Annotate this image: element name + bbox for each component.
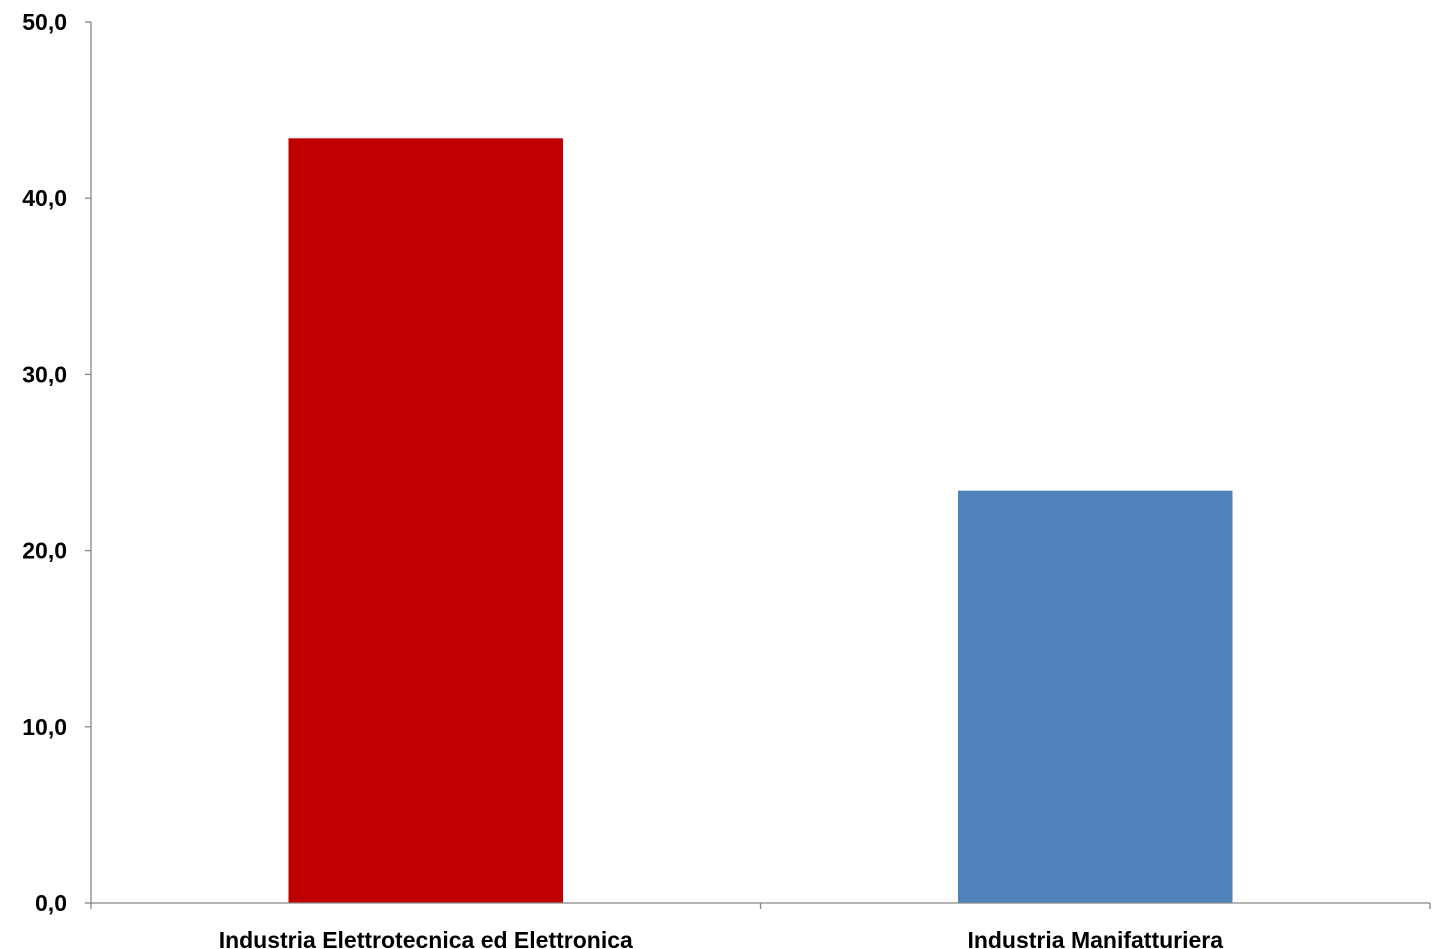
y-tick-label: 10,0 — [22, 714, 67, 740]
y-tick-label: 40,0 — [22, 185, 67, 211]
bar — [958, 490, 1233, 903]
y-tick-label: 20,0 — [22, 538, 67, 564]
x-category-label: Industria Elettrotecnica ed Elettronica — [219, 927, 633, 949]
y-tick-label: 30,0 — [22, 361, 67, 387]
y-axis-ticks: 0,0 10,0 20,0 30,0 40,0 50,0 — [22, 9, 91, 916]
x-category-label: Industria Manifatturiera — [967, 927, 1223, 949]
y-tick-label: 50,0 — [22, 9, 67, 35]
bars-layer — [288, 138, 1233, 904]
bar — [288, 138, 563, 904]
x-axis-ticks: Industria Elettrotecnica ed Elettronica I… — [90, 903, 1431, 949]
y-tick-label: 0,0 — [35, 890, 67, 916]
